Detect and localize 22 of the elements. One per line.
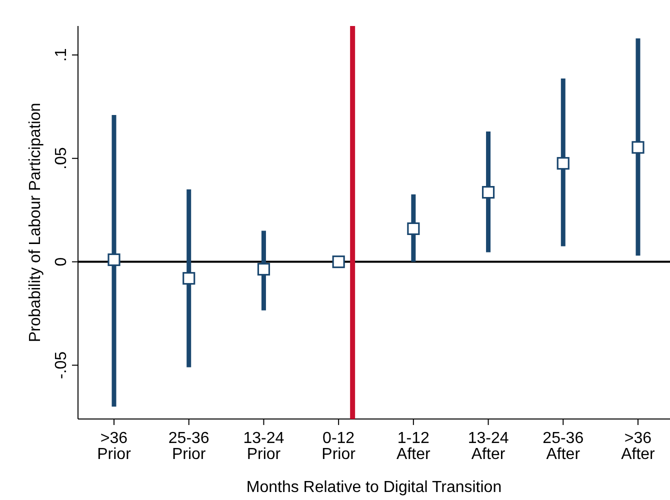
y-tick-label: .1 — [53, 48, 70, 62]
x-tick-label: >36 Prior — [97, 430, 132, 463]
x-tick-label: >36 After — [621, 430, 656, 463]
x-tick-label: 25-36 Prior — [168, 430, 210, 463]
point — [182, 272, 196, 285]
point — [257, 262, 270, 276]
y-tick-label: -.05 — [53, 351, 70, 380]
point — [482, 186, 495, 199]
point — [108, 253, 120, 266]
y-axis-title: Probability of Labour Participation — [27, 102, 44, 342]
point — [556, 157, 570, 170]
x-axis-title: Months Relative to Digital Transition — [246, 479, 502, 496]
x-tick-label: 13-24 Prior — [243, 430, 284, 463]
point — [407, 222, 420, 236]
y-tick-label: 0 — [53, 257, 70, 266]
x-tick-label: 13-24 After — [468, 430, 509, 463]
point — [332, 256, 345, 268]
x-tick-label: 1-12 After — [396, 430, 431, 463]
x-tick-label: 0-12 Prior — [322, 430, 356, 463]
point — [632, 141, 644, 154]
y-tick-label: .05 — [53, 147, 70, 170]
x-tick-label: 25-36 After — [542, 430, 584, 463]
